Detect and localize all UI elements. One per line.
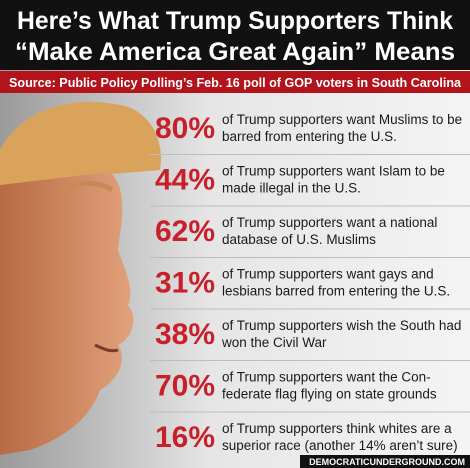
percent: 80% xyxy=(155,112,215,145)
percent: 44% xyxy=(155,164,215,197)
item-text: of Trump supporters want gays and xyxy=(222,267,434,282)
title-line: “Make America Great Again” Means xyxy=(15,38,455,66)
item-text: of Trump supporters want Islam to be xyxy=(222,164,445,179)
item-text: of Trump supporters want Muslims to be xyxy=(222,112,462,127)
source-band xyxy=(0,71,470,93)
percent: 16% xyxy=(155,421,215,454)
percent: 38% xyxy=(155,318,215,351)
item-text: barred from entering the U.S. xyxy=(222,129,397,144)
percent: 31% xyxy=(155,267,215,300)
percent: 70% xyxy=(155,370,215,403)
item-text: of Trump supporters want the Con- xyxy=(222,370,431,385)
item-text: of Trump supporters think whites are a xyxy=(222,421,452,436)
item-text: of Trump supporters want a national xyxy=(222,215,437,230)
percent: 62% xyxy=(155,215,215,248)
source: Source: Public Policy Polling’s Feb. 16 … xyxy=(9,76,462,90)
item-text: database of U.S. Muslims xyxy=(222,232,376,247)
item-text: lesbians barred from entering the U.S. xyxy=(222,284,450,299)
item-text: superior race (another 14% aren’t sure) xyxy=(222,438,458,453)
item-text: made illegal in the U.S. xyxy=(222,181,361,196)
items: 80% of Trump supporters want Muslims to b… xyxy=(150,112,470,454)
portrait xyxy=(0,102,161,455)
footer: DEMOCRATICUNDERGROUND.COM xyxy=(309,457,465,467)
footer-band xyxy=(300,455,470,468)
header-band xyxy=(0,0,470,70)
item-text: of Trump supporters wish the South had xyxy=(222,318,461,333)
title-line: Here’s What Trump Supporters Think xyxy=(17,7,453,35)
item-text: won the Civil War xyxy=(221,335,327,350)
item-text: federate flag flying on state grounds xyxy=(222,387,437,402)
